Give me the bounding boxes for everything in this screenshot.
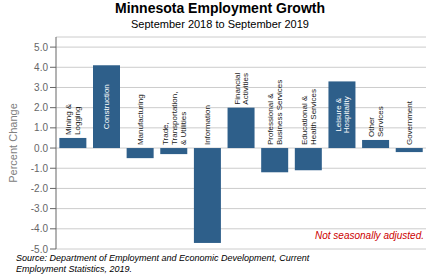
svg-text:Construction: Construction bbox=[102, 84, 111, 129]
svg-text:Professional &Business Service: Professional &Business Services bbox=[266, 80, 284, 145]
svg-text:-1.0: -1.0 bbox=[31, 163, 49, 174]
svg-text:5.0: 5.0 bbox=[34, 42, 48, 53]
svg-text:Percent Change: Percent Change bbox=[8, 103, 19, 183]
svg-text:Mining &Logging: Mining &Logging bbox=[64, 103, 82, 135]
svg-text:2.0: 2.0 bbox=[34, 102, 48, 113]
svg-text:0.0: 0.0 bbox=[34, 143, 48, 154]
svg-text:-3.0: -3.0 bbox=[31, 203, 49, 214]
svg-text:OtherServices: OtherServices bbox=[367, 106, 385, 137]
svg-text:3.0: 3.0 bbox=[34, 82, 48, 93]
svg-text:4.0: 4.0 bbox=[34, 62, 48, 73]
svg-text:1.0: 1.0 bbox=[34, 122, 48, 133]
svg-text:FinancialActivities: FinancialActivities bbox=[232, 72, 250, 104]
html-text:Source: Department of Employme: Source: Department of Employment and Eco… bbox=[16, 253, 310, 274]
html-text:Not seasonally adjusted.: Not seasonally adjusted. bbox=[315, 230, 424, 241]
svg-text:Leisure &Hospitality: Leisure &Hospitality bbox=[333, 96, 351, 133]
svg-text:Educational &Health Services: Educational &Health Services bbox=[299, 89, 317, 145]
svg-text:Government: Government bbox=[405, 100, 414, 145]
svg-text:Trade,Transportation,& Utiliti: Trade,Transportation,& Utilities bbox=[160, 92, 187, 146]
svg-text:-5.0: -5.0 bbox=[31, 244, 49, 253]
html-text:September 2018 to September 20: September 2018 to September 2019 bbox=[131, 18, 309, 30]
html-text:Minnesota Employment Growth: Minnesota Employment Growth bbox=[115, 0, 325, 16]
svg-text:Information: Information bbox=[203, 105, 212, 145]
svg-text:Manufacturing: Manufacturing bbox=[136, 94, 145, 145]
svg-text:-2.0: -2.0 bbox=[31, 183, 49, 194]
svg-text:-4.0: -4.0 bbox=[31, 223, 49, 234]
